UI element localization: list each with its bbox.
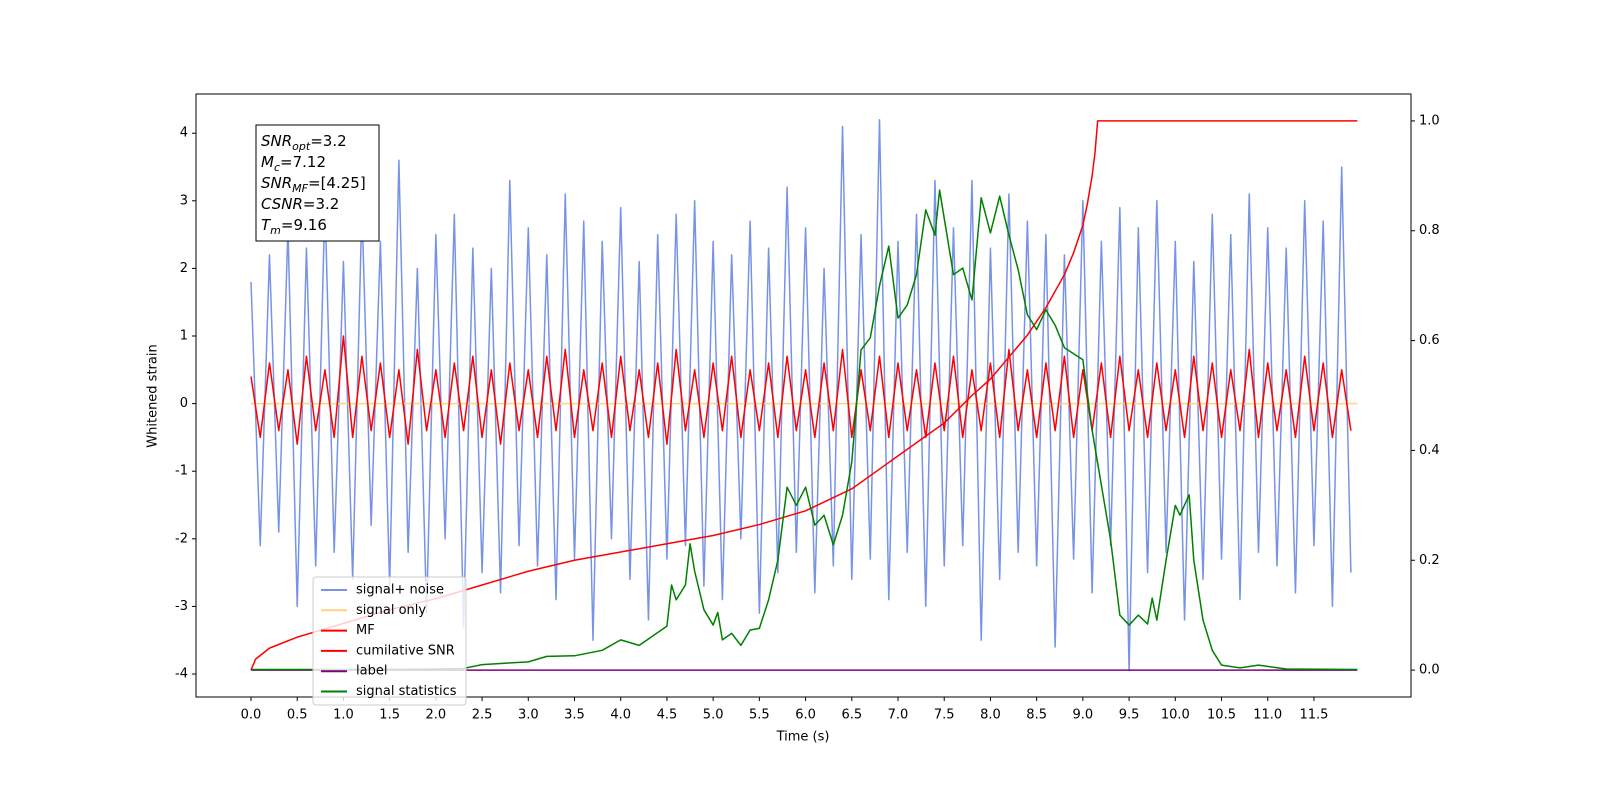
- x-tick-label: 1.0: [333, 708, 354, 723]
- y2-tick-label: 1.0: [1419, 113, 1440, 128]
- x-tick-label: 1.5: [379, 708, 400, 723]
- annotation-text: Mc=7.12: [261, 153, 326, 174]
- y-tick-label: 1: [180, 329, 188, 344]
- annotation-main: M: [261, 153, 274, 171]
- annotation-text: Tm=9.16: [261, 216, 327, 237]
- x-tick-label: 6.5: [841, 708, 862, 723]
- x-tick-label: 2.0: [426, 708, 447, 723]
- plot-frame: [195, 93, 1412, 698]
- annotation-sub: m: [270, 224, 281, 237]
- y-tick-label: -1: [175, 464, 188, 479]
- x-tick-label: 2.5: [472, 708, 493, 723]
- x-tick-label: 10.5: [1207, 708, 1236, 723]
- y2-tick-label: 0.6: [1419, 333, 1440, 348]
- x-tick-label: 8.0: [980, 708, 1001, 723]
- x-tick-label: 5.5: [749, 708, 770, 723]
- annotation-text: SNRopt=3.2: [261, 132, 347, 153]
- legend-label: label: [356, 664, 387, 679]
- x-tick-label: 0.0: [241, 708, 262, 723]
- y-tick-label: 4: [180, 126, 188, 141]
- x-tick-label: 0.5: [287, 708, 308, 723]
- annotation-main: SNR: [261, 132, 292, 150]
- x-tick-label: 7.0: [888, 708, 909, 723]
- y-tick-label: 3: [180, 193, 188, 208]
- annotation-sub: opt: [292, 140, 311, 153]
- x-tick-label: 7.5: [934, 708, 955, 723]
- x-tick-label: 4.5: [657, 708, 678, 723]
- annotation-rest: =3.2: [310, 132, 346, 150]
- x-tick-label: 5.0: [703, 708, 724, 723]
- annotation-text: CSNR=3.2: [261, 195, 339, 213]
- annotation-sub: MF: [292, 182, 308, 195]
- annotation-rest: =[4.25]: [308, 174, 366, 192]
- x-tick-label: 3.0: [518, 708, 539, 723]
- y-tick-label: 0: [180, 396, 188, 411]
- annotation-text: SNRMF=[4.25]: [261, 174, 366, 195]
- y2-tick-label: 0.4: [1419, 443, 1440, 458]
- annotation-main: T: [261, 216, 272, 234]
- y-tick-label: -4: [175, 667, 188, 682]
- annotation-main: SNR: [261, 174, 292, 192]
- x-tick-label: 9.0: [1073, 708, 1094, 723]
- series-line: [251, 189, 1358, 671]
- legend-label: MF: [356, 623, 375, 638]
- annotation-main: CSNR: [261, 195, 303, 213]
- x-tick-label: 10.0: [1161, 708, 1190, 723]
- x-tick-label: 4.0: [610, 708, 631, 723]
- annotation-box: [255, 124, 380, 242]
- x-tick-label: 3.5: [564, 708, 585, 723]
- legend-label: signal+ noise: [356, 583, 444, 598]
- series-line: [250, 118, 1352, 672]
- y2-tick-label: 0.8: [1419, 223, 1440, 238]
- annotation-sub: c: [274, 161, 280, 174]
- x-tick-label: 6.0: [795, 708, 816, 723]
- legend-label: cumilative SNR: [356, 643, 455, 658]
- annotation-rest: =7.12: [280, 153, 326, 171]
- y-tick-label: -3: [175, 599, 188, 614]
- legend-label: signal only: [356, 603, 426, 618]
- y-tick-label: -2: [175, 531, 188, 546]
- legend-box: [312, 576, 467, 706]
- x-tick-label: 8.5: [1026, 708, 1047, 723]
- x-tick-label: 11.5: [1299, 708, 1328, 723]
- y2-tick-label: 0.0: [1419, 663, 1440, 678]
- y-tick-label: 2: [180, 261, 188, 276]
- x-axis-label: Time (s): [776, 730, 830, 745]
- series-line: [250, 335, 1352, 445]
- x-tick-label: 9.5: [1119, 708, 1140, 723]
- annotation-rest: =9.16: [281, 216, 327, 234]
- y-axis-label: Whitened strain: [146, 344, 161, 447]
- x-tick-label: 11.0: [1253, 708, 1282, 723]
- annotation-rest: =3.2: [303, 195, 339, 213]
- legend-label: signal statistics: [356, 684, 457, 699]
- y2-tick-label: 0.2: [1419, 553, 1440, 568]
